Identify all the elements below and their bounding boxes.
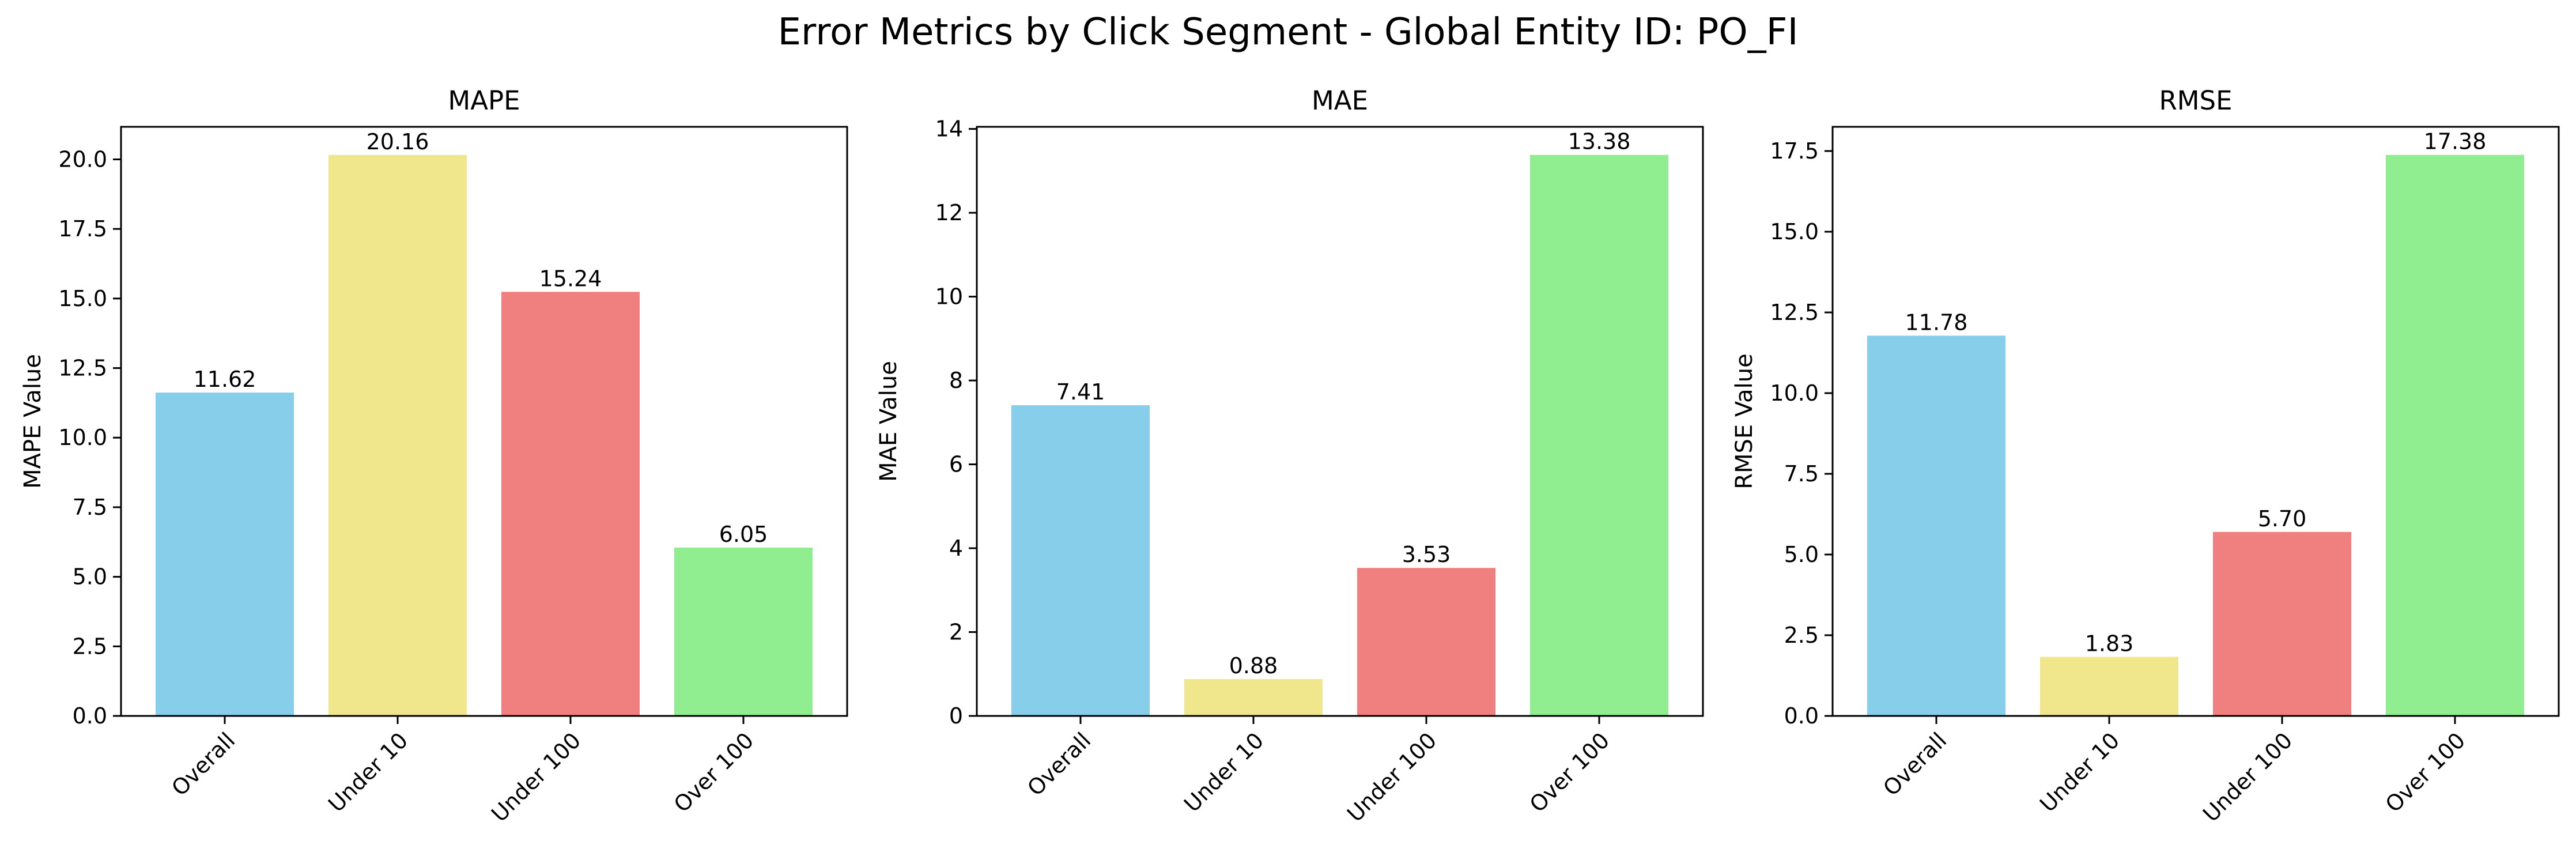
y-tick-label: 10.0: [58, 425, 107, 450]
y-tick-label: 12: [935, 200, 963, 225]
y-tick-label: 0.0: [73, 703, 107, 729]
bar-overall: [156, 393, 294, 716]
bar-value-label: 1.83: [2085, 631, 2134, 657]
bar-under-10: [1184, 678, 1323, 716]
y-tick-label: 10: [935, 284, 963, 310]
x-tick-label: Over 100: [1525, 727, 1615, 817]
y-tick-label: 6: [949, 452, 963, 477]
bar-overall: [1867, 335, 2005, 716]
y-tick-label: 10.0: [1770, 380, 1819, 406]
y-tick-label: 5.0: [1784, 542, 1819, 567]
y-tick-label: 0: [949, 703, 963, 729]
bar-value-label: 11.62: [194, 367, 256, 392]
x-tick-label: Overall: [1022, 727, 1096, 801]
y-axis-label: MAE Value: [875, 361, 902, 482]
y-tick-label: 2: [949, 620, 963, 645]
x-tick-label: Under 100: [486, 727, 586, 827]
y-axis-label: RMSE Value: [1731, 353, 1758, 489]
bar-value-label: 6.05: [719, 522, 768, 547]
y-tick-label: 8: [949, 368, 963, 393]
y-tick-label: 7.5: [73, 495, 107, 520]
x-tick-label: Under 100: [1342, 727, 1441, 827]
bar-value-label: 20.16: [367, 129, 429, 154]
y-tick-label: 15.0: [58, 286, 107, 311]
x-tick-label: Overall: [1878, 727, 1951, 801]
y-tick-label: 20.0: [58, 146, 107, 172]
bar-under-10: [328, 154, 467, 716]
axes-frame: [976, 126, 1704, 717]
y-tick-label: 12.5: [1770, 300, 1819, 325]
bar-under-10: [2040, 657, 2178, 716]
y-tick-label: 12.5: [58, 356, 107, 381]
bar-under-100: [1357, 568, 1495, 716]
bar-value-label: 5.70: [2258, 506, 2307, 531]
y-tick-label: 0.0: [1784, 703, 1819, 729]
bar-value-label: 0.88: [1229, 653, 1278, 678]
y-axis-label: MAPE Value: [20, 354, 46, 489]
bar-overall: [1011, 405, 1150, 716]
bar-value-label: 7.41: [1056, 379, 1105, 405]
x-tick-label: Over 100: [669, 727, 759, 817]
chart-panels: MAPE 11.62 20.16 15.24 6.05 0.0 2.5 5.0 7.5 10.0 1…: [20, 85, 2560, 827]
y-tick-label: 5.0: [73, 564, 107, 590]
y-tick-label: 17.5: [58, 216, 107, 242]
y-tick-label: 15.0: [1770, 219, 1819, 244]
panel-title: RMSE: [2159, 85, 2232, 116]
x-tick-label: Overall: [167, 727, 240, 801]
bar-value-label: 13.38: [1568, 129, 1631, 154]
bar-value-label: 17.38: [2424, 129, 2487, 154]
bar-value-label: 15.24: [539, 266, 602, 291]
axes-frame: [1831, 126, 2560, 717]
y-tick-label: 17.5: [1770, 138, 1819, 164]
axes-frame: [120, 126, 848, 717]
x-tick-label: Under 10: [323, 727, 413, 817]
chart-panel-mape: MAPE 11.62 20.16 15.24 6.05 0.0 2.5 5.0 7.5 10.0 1…: [20, 85, 848, 827]
y-tick-label: 7.5: [1784, 461, 1819, 487]
bar-over-100: [674, 547, 813, 716]
y-tick-label: 2.5: [73, 633, 107, 659]
bar-value-label: 11.78: [1905, 310, 1968, 335]
bar-over-100: [1530, 154, 1668, 716]
bar-value-label: 3.53: [1402, 542, 1451, 567]
x-tick-label: Under 100: [2198, 727, 2297, 827]
y-tick-label: 4: [949, 536, 963, 561]
x-tick-label: Over 100: [2381, 727, 2471, 817]
bar-under-100: [501, 292, 640, 716]
bar-under-100: [2213, 531, 2351, 716]
x-tick-label: Under 10: [1179, 727, 1268, 817]
figure-title: Error Metrics by Click Segment - Global …: [778, 11, 1799, 54]
panel-title: MAE: [1312, 85, 1368, 116]
chart-panel-rmse: RMSE 11.78 1.83 5.70 17.38 0.0 2.5 5.0 7.5 10.0 12…: [1731, 85, 2560, 827]
y-tick-label: 2.5: [1784, 623, 1819, 648]
bar-over-100: [2386, 154, 2524, 717]
panel-title: MAPE: [448, 85, 520, 116]
x-tick-label: Under 10: [2035, 727, 2124, 817]
chart-panel-mae: MAE 7.41 0.88 3.53 13.38 0 2 4 6 8 10 12 14 Overall Un…: [875, 85, 1704, 827]
y-tick-label: 14: [935, 116, 963, 142]
